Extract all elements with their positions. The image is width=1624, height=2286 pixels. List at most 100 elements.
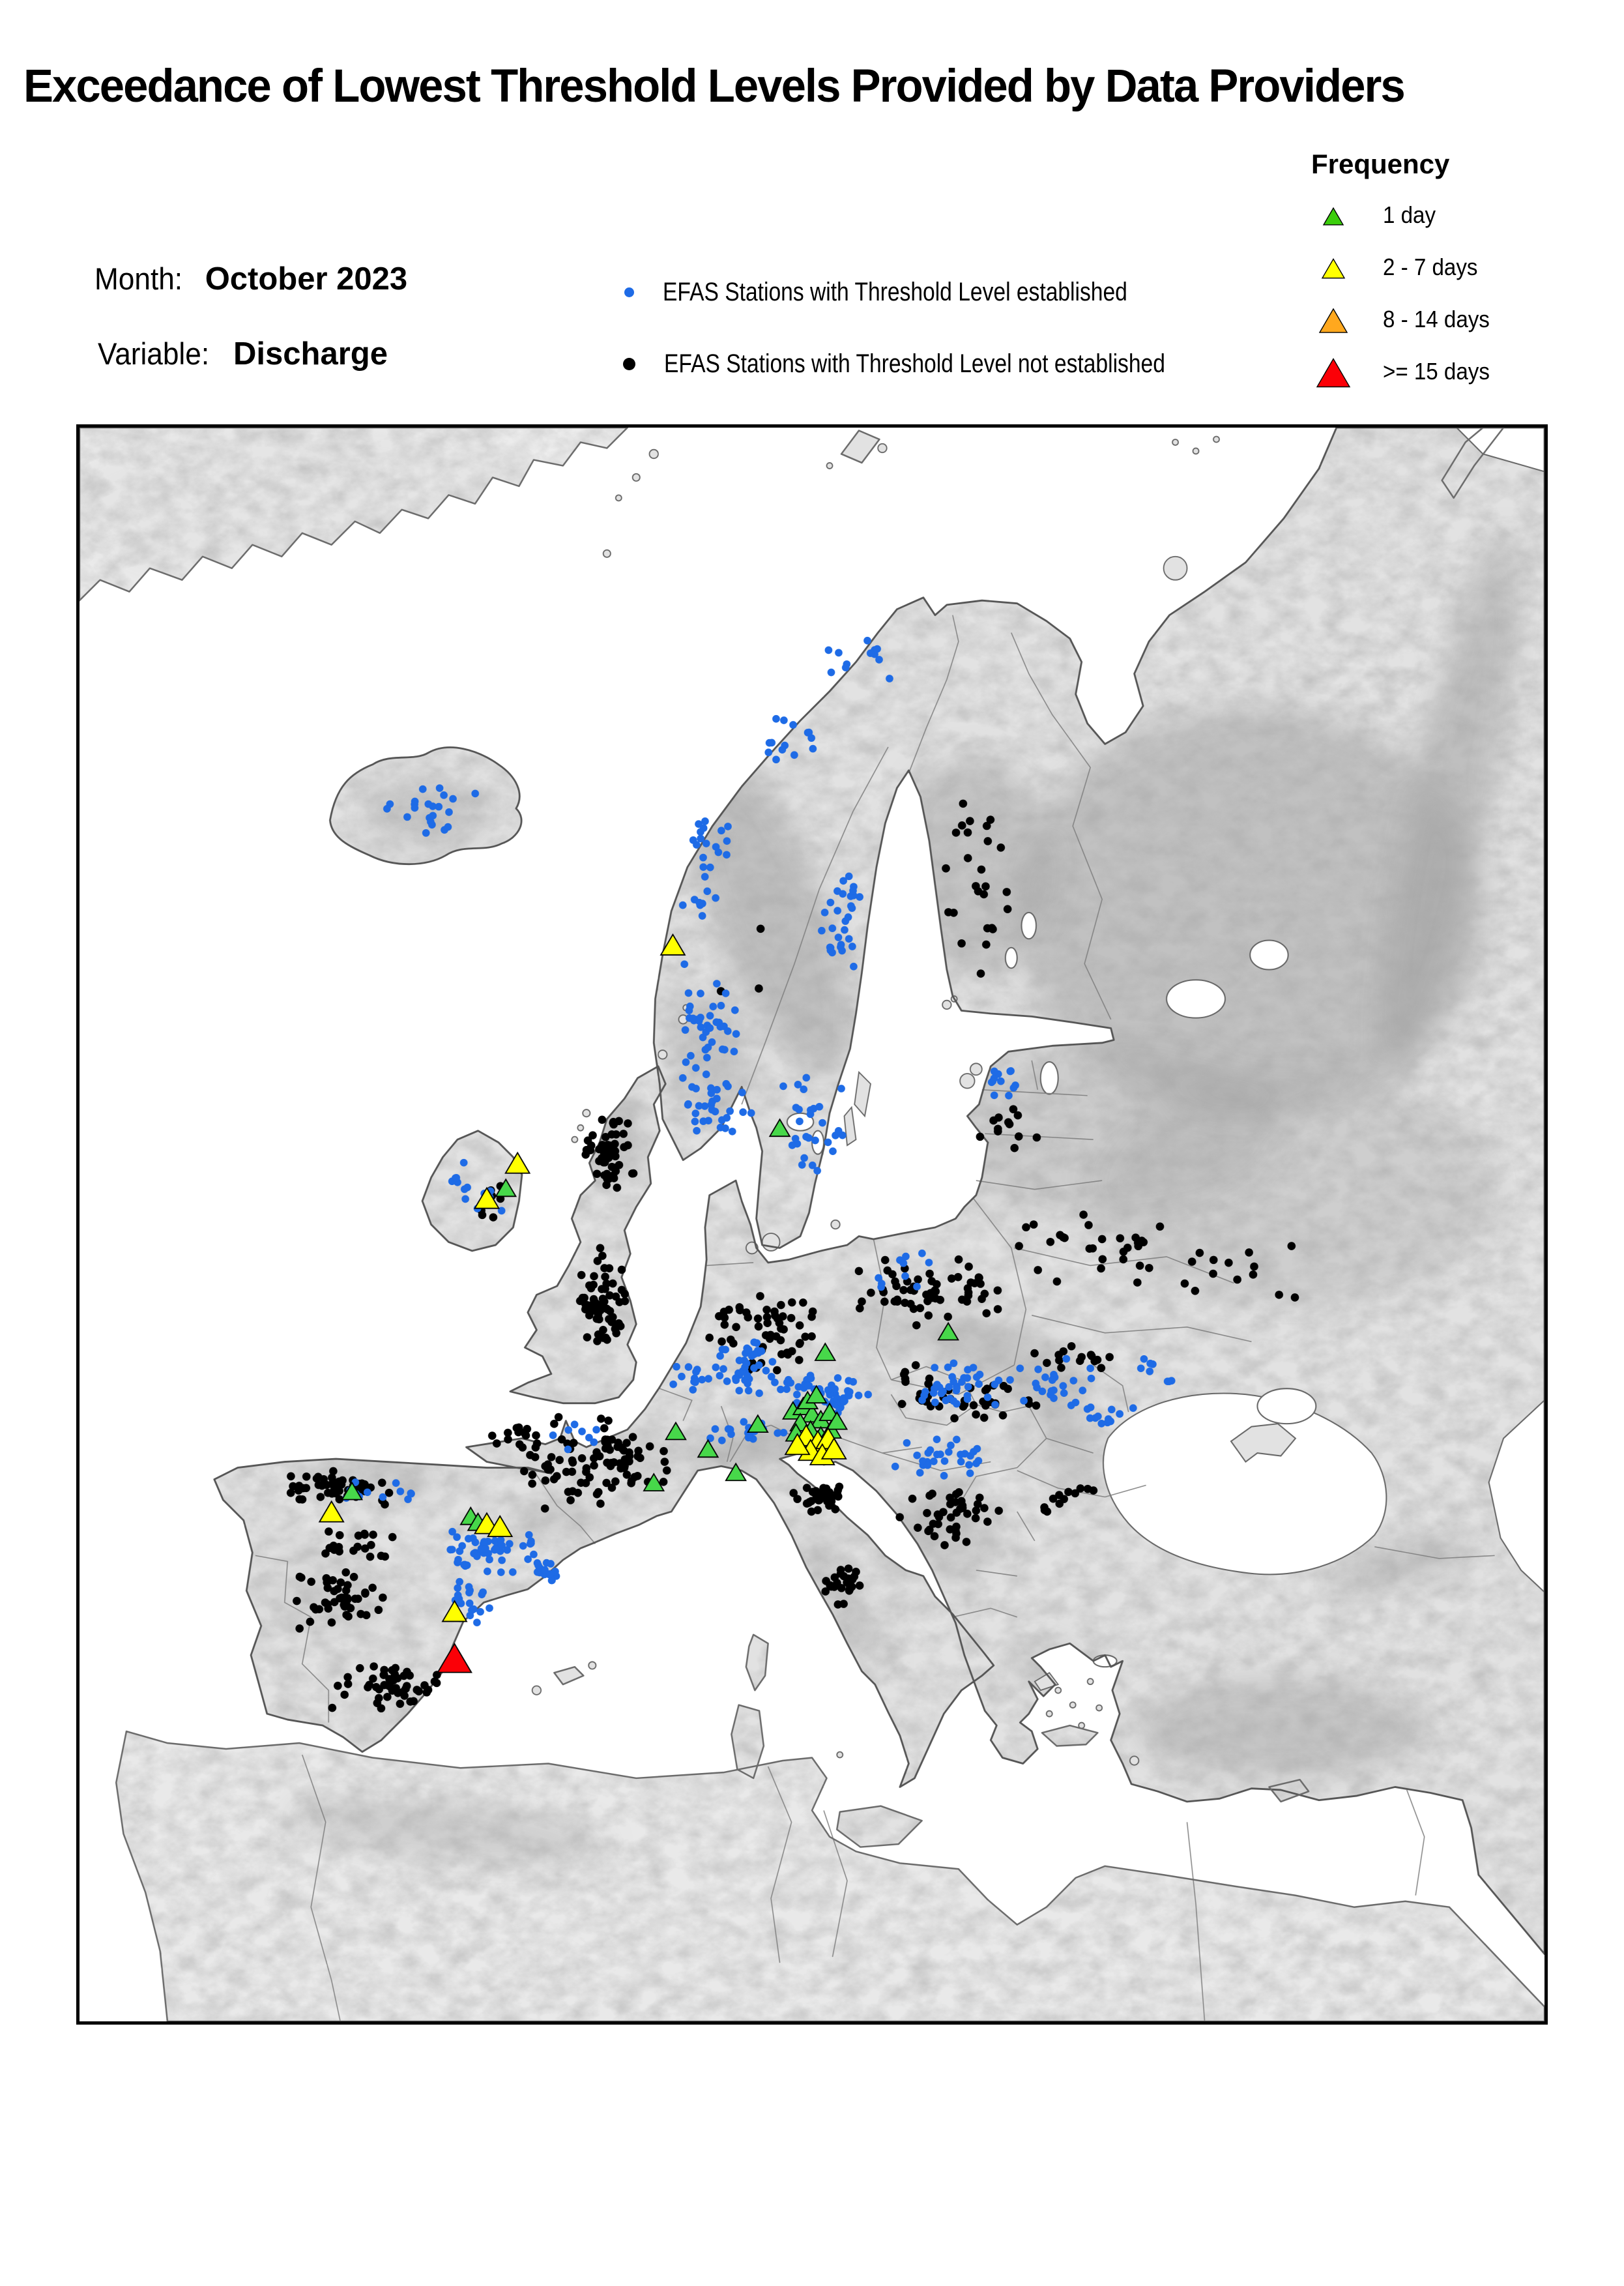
station-dot [528,1479,536,1488]
station-dot [405,1671,414,1680]
station-dot [983,1517,992,1526]
station-dot [770,1307,779,1316]
station-dot [622,1471,631,1479]
station-dot [703,887,712,896]
station-dot [762,1313,772,1321]
station-dot [379,1493,387,1501]
station-dot [1086,1414,1094,1422]
station-dot [901,1272,909,1280]
station-dot [323,1578,331,1587]
station-dot [838,946,846,955]
station-dot [519,1542,527,1550]
station-dot [875,656,883,664]
station-dot [525,1531,533,1539]
station-dot [327,1618,336,1627]
station-dot [983,1385,991,1393]
station-dot [570,1420,579,1429]
station-dot [384,1681,393,1690]
station-dot [742,1359,751,1368]
station-dot [328,1480,337,1489]
station-dot [703,1053,711,1062]
station-dot [701,817,709,825]
station-dot [568,1487,577,1496]
station-dot [1089,1486,1098,1495]
station-dot [981,940,991,949]
station-dot [716,1371,724,1380]
station-dot [454,1591,462,1600]
station-dot [391,1663,399,1673]
station-dot [756,1292,764,1300]
station-dot [1116,1234,1125,1242]
station-dot [489,1213,498,1222]
station-dot [952,1508,961,1517]
station-dot [1064,1487,1073,1497]
station-dot [1119,1255,1127,1264]
legend-established: EFAS Stations with Threshold Level estab… [624,274,1216,310]
station-dot [1013,1111,1022,1120]
station-dot [381,1552,390,1561]
station-dot [930,1532,939,1541]
station-dot [692,1368,700,1376]
station-dot [772,1366,781,1375]
station-dot [714,848,723,857]
station-dot [473,1552,481,1561]
station-dot [918,1396,926,1404]
station-dot [337,1593,346,1602]
station-dot [826,946,835,954]
station-dot [801,1332,809,1341]
station-dot [735,1386,744,1395]
station-dot [590,1438,598,1446]
station-dot [1034,1365,1042,1373]
station-dot [712,1018,721,1026]
station-dot [1077,1353,1086,1362]
station-dot [592,1426,600,1434]
station-dot [1040,1506,1049,1515]
station-dot [505,1540,514,1548]
station-dot [293,1596,301,1605]
station-dot [564,1426,573,1434]
station-dot [429,812,437,820]
station-dot [1097,1364,1106,1373]
station-dot [1009,1083,1018,1092]
station-dot [316,1493,325,1501]
station-dot [519,1467,529,1476]
station-dot [413,1686,422,1694]
station-dot [605,1291,614,1300]
station-dot [611,1292,620,1301]
exceedance-triangle-green [643,1473,665,1491]
europe-map [80,428,1544,2021]
station-dot [933,1280,941,1289]
exceedance-triangle-yellow [820,1437,847,1459]
crimea [1230,1423,1297,1463]
station-dot [804,1381,812,1390]
station-dot [705,1333,714,1342]
station-dot [719,1365,727,1373]
station-dot [693,1126,701,1135]
station-dot [963,854,972,862]
station-dot [402,1682,411,1690]
station-dot [723,1114,731,1122]
station-dot [1003,905,1012,913]
station-dot [933,1381,940,1390]
station-dot [607,1435,616,1444]
station-dot [562,1467,571,1476]
station-dot [461,1195,469,1203]
station-dot [966,817,974,825]
station-dot [393,1674,402,1682]
station-dot [712,894,719,902]
station-dot [946,1493,954,1502]
station-dot [1088,1244,1097,1253]
station-dot [680,960,689,969]
established-label: EFAS Stations with Threshold Level estab… [663,277,1127,306]
station-dot [972,1459,980,1467]
station-dot [931,1398,939,1407]
station-dot [457,1599,465,1607]
station-dot [972,1410,980,1419]
station-dot [744,1345,753,1354]
station-dot [1209,1269,1217,1278]
station-dot [954,1255,963,1264]
station-dot [599,1334,607,1342]
station-dot [839,1398,848,1406]
station-dot [592,1169,602,1179]
station-dot [711,1107,719,1116]
